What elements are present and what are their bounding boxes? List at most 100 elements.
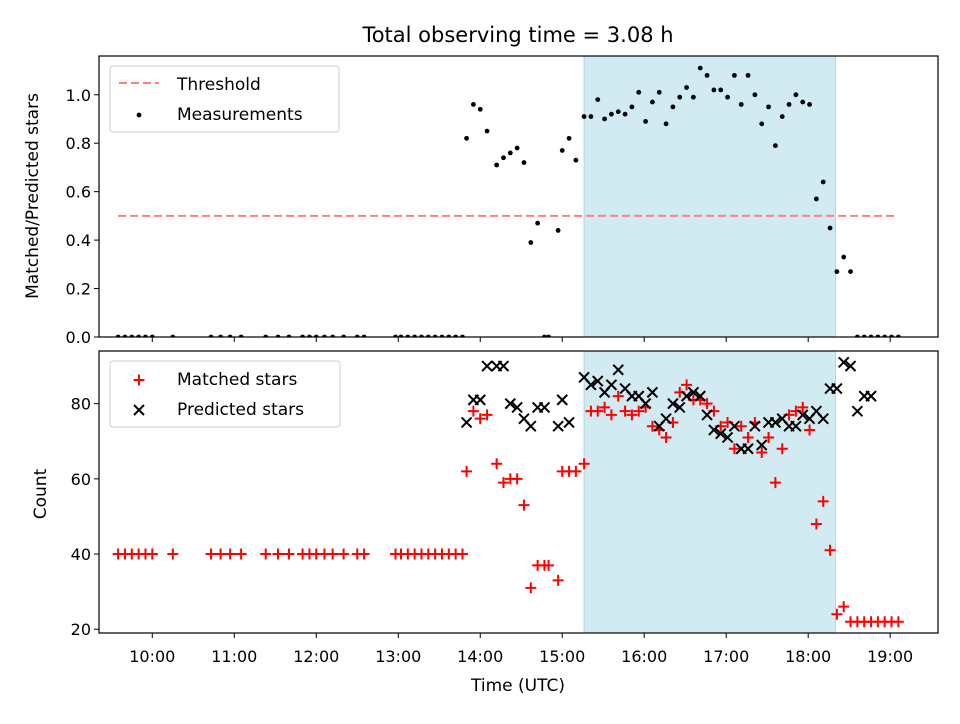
- top-measurement-point: [501, 155, 506, 161]
- top-measurement-point: [820, 179, 826, 185]
- bottom-predicted-star-point: [838, 356, 850, 368]
- bottom-predicted-star-point: [667, 397, 679, 410]
- bottom-matched-star-point: [272, 548, 284, 560]
- bottom-predicted-star-point: [504, 397, 517, 410]
- bottom-matched-star-point: [224, 548, 236, 560]
- top-measurement-point: [684, 85, 689, 90]
- top-axes-frame: [98, 55, 939, 338]
- bottom-predicted-star-point: [460, 416, 473, 429]
- bottom-matched-star-point: [756, 447, 768, 459]
- bottom-matched-star-point: [260, 548, 272, 560]
- top-measurement-point: [595, 97, 601, 103]
- top-measurement-point: [766, 104, 771, 110]
- bottom-matched-star-point: [511, 473, 523, 485]
- bottom-matched-star-point: [358, 548, 370, 560]
- bottom-x-tick-label: 16:00: [621, 647, 667, 666]
- bottom-matched-star-point: [735, 420, 747, 432]
- top-measurement-point: [841, 254, 847, 260]
- bottom-predicted-star-point: [851, 405, 864, 417]
- bottom-x-tick-label: 13:00: [375, 647, 421, 666]
- top-panel: 0.0 0.2 0.4 0.6 0.8 1.0 Threshold Measurements: [66, 55, 939, 347]
- bottom-predicted-star-point: [474, 394, 486, 406]
- bottom-predicted-star-point: [605, 379, 618, 391]
- top-measurement-point: [514, 145, 520, 151]
- bottom-matched-star-point: [543, 559, 555, 571]
- top-measurement-point: [573, 157, 579, 163]
- bottom-matched-star-point: [660, 431, 672, 443]
- top-measurement-point: [813, 196, 819, 202]
- top-y-tick-label: 0.2: [66, 280, 91, 299]
- top-shaded-span: [583, 55, 837, 338]
- bottom-matched-star-point: [518, 499, 530, 511]
- bottom-matched-star-point: [456, 548, 468, 560]
- bottom-matched-star-point: [481, 409, 493, 421]
- bottom-panel: 20 40 60 80 10:00 11:00 12:00 13:00 14:00 15:00 16…: [71, 350, 939, 666]
- top-measurement-point: [477, 106, 483, 112]
- bottom-matched-star-point: [776, 443, 788, 455]
- bottom-predicted-star-point: [797, 409, 809, 421]
- top-measurement-point: [636, 89, 642, 95]
- bottom-matched-star-point: [633, 405, 645, 417]
- top-measurement-point: [786, 102, 792, 107]
- bottom-predicted-star-point: [721, 431, 734, 444]
- top-legend-label: Measurements: [177, 105, 303, 125]
- bottom-predicted-star-point: [687, 386, 700, 399]
- top-y-tick-label: 0.6: [66, 183, 91, 202]
- bottom-matched-star-point: [570, 465, 582, 477]
- bottom-predicted-star-point: [817, 412, 829, 425]
- bottom-predicted-star-point: [563, 416, 575, 429]
- top-measurement-point: [643, 119, 648, 124]
- top-y-tick-label: 0.4: [66, 231, 91, 250]
- bottom-matched-star-point: [552, 574, 564, 586]
- top-measurement-point: [772, 143, 778, 149]
- top-legend-box: [109, 65, 340, 133]
- bottom-matched-star-point: [338, 548, 350, 560]
- top-measurement-point: [793, 92, 799, 98]
- top-measurement-point: [704, 72, 710, 78]
- bottom-x-tick-label: 14:00: [457, 647, 503, 666]
- bottom-matched-star-point: [892, 616, 904, 628]
- bottom-predicted-star-point: [525, 420, 537, 432]
- bottom-matched-star-point: [769, 477, 781, 489]
- bottom-matched-star-point: [525, 582, 537, 594]
- bottom-legend-predicted-handle: [133, 404, 145, 416]
- top-measurement-point: [807, 102, 812, 107]
- top-measurement-point: [588, 114, 594, 119]
- bottom-predicted-star-point: [612, 364, 624, 376]
- bottom-predicted-star-point: [639, 397, 652, 410]
- bottom-legend-label: Matched stars: [177, 370, 297, 390]
- bottom-x-tick-label: 17:00: [703, 647, 749, 666]
- top-measurement-point: [484, 128, 490, 134]
- bottom-x-tick-label: 10:00: [129, 647, 175, 666]
- bottom-matched-star-point: [461, 465, 473, 477]
- bottom-legend-matched-handle: [133, 374, 145, 386]
- bottom-x-tick-label: 15:00: [539, 647, 585, 666]
- bottom-predicted-star-point: [674, 401, 686, 414]
- top-y-tick-label: 0.8: [66, 134, 91, 153]
- top-measurement-point: [745, 72, 751, 78]
- bottom-matched-star-point: [804, 424, 816, 436]
- bottom-matched-star-point: [283, 548, 295, 560]
- bottom-predicted-star-point: [552, 420, 564, 432]
- x-axis-label: Time (UTC): [470, 676, 565, 696]
- top-legend-measurement-handle: [136, 112, 142, 118]
- bottom-predicted-star-point: [756, 439, 768, 451]
- top-measurement-point: [609, 111, 614, 117]
- bottom-matched-star-point: [215, 548, 227, 560]
- bottom-matched-star-point: [578, 458, 590, 470]
- bottom-predicted-star-point: [769, 416, 782, 429]
- bottom-predicted-star-point: [511, 401, 523, 414]
- bottom-predicted-star-point: [694, 390, 706, 402]
- bottom-matched-star-point: [831, 608, 843, 620]
- bottom-legend-label: Predicted stars: [177, 400, 304, 420]
- chart-title: Total observing time = 3.08 h: [361, 23, 673, 47]
- bottom-matched-star-point: [327, 548, 339, 560]
- bottom-matched-star-point: [681, 379, 693, 391]
- top-legend-label: Threshold: [176, 75, 261, 95]
- top-y-axis-label: Matched/Predicted stars: [23, 93, 43, 299]
- bottom-x-tick-label: 11:00: [211, 647, 257, 666]
- bottom-matched-star-point: [810, 518, 822, 530]
- bottom-predicted-star-point: [556, 394, 568, 406]
- top-measurement-point: [759, 121, 765, 127]
